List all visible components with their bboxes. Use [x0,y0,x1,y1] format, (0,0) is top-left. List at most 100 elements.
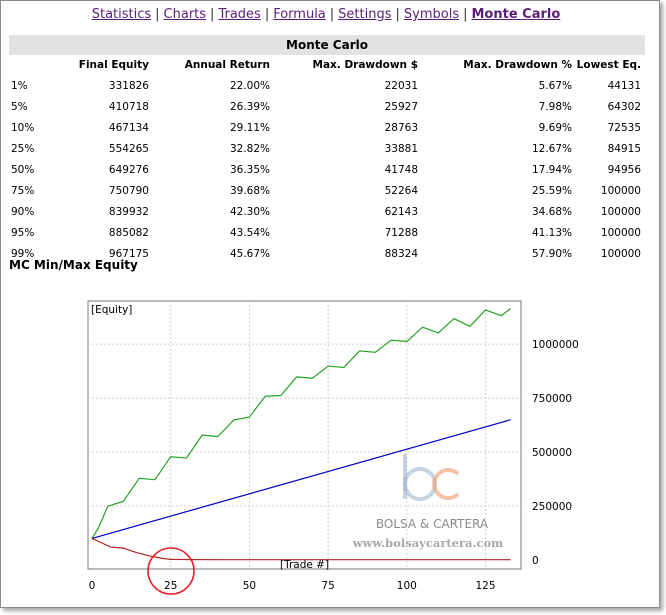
table-row: 10% 467134 29.11% 28763 9.69% 72535 [9,118,645,139]
cell-lowest-eq: 100000 [600,247,641,260]
cell-final-equity: 967175 [108,247,149,260]
column-header-lowest-eq: Lowest Eq. [576,59,641,71]
cell-percentile: 99% [11,247,35,260]
cell-percentile: 75% [11,184,35,197]
cell-annual-return: 29.11% [229,122,270,135]
cell-annual-return: 43.54% [229,226,270,239]
cell-lowest-eq: 44131 [607,80,641,93]
cell-max-drawdown-percent: 7.98% [538,101,572,114]
equity-chart: BOLSA & CARTERA www.bolsaycartera.com [E… [87,300,579,595]
cell-lowest-eq: 84915 [607,143,641,156]
watermark: BOLSA & CARTERA www.bolsaycartera.com [352,454,504,550]
x-tick-label: 125 [475,580,495,592]
cell-percentile: 90% [11,205,35,218]
nav-charts[interactable]: Charts [163,7,207,22]
cell-final-equity: 554265 [108,143,149,156]
y-tick-label: 750000 [532,393,572,405]
cell-final-equity: 410718 [108,101,149,114]
table-row: 1% 331826 22.00% 22031 5.67% 44131 [9,76,645,97]
cell-max-drawdown-dollar: 52264 [384,184,418,197]
x-tick-label: 25 [164,580,177,592]
cell-max-drawdown-percent: 17.94% [531,164,572,176]
cell-percentile: 95% [11,226,35,239]
nav-statistics[interactable]: Statistics [91,7,152,22]
cell-percentile: 50% [11,164,35,176]
table-row: 75% 750790 39.68% 52264 25.59% 100000 [9,180,645,201]
nav-monte-carlo[interactable]: Monte Carlo [471,7,561,22]
cell-max-drawdown-percent: 5.67% [538,80,572,93]
nav-separator: | [155,7,160,22]
nav-trades[interactable]: Trades [218,7,261,22]
highlight-circle [147,547,195,595]
x-tick-label: 0 [89,580,96,592]
nav-formula[interactable]: Formula [273,7,326,22]
table-row: 90% 839932 42.30% 62143 34.68% 100000 [9,201,645,222]
cell-max-drawdown-percent: 57.90% [531,247,572,260]
watermark-logo-c-icon [432,468,460,500]
plot-area [87,300,522,570]
cell-max-drawdown-dollar: 41748 [384,164,418,176]
cell-percentile: 25% [11,143,35,156]
cell-annual-return: 42.30% [229,205,270,218]
cell-max-drawdown-dollar: 71288 [384,226,418,239]
cell-max-drawdown-dollar: 33881 [384,143,418,156]
chart-section-title: MC Min/Max Equity [9,258,138,272]
cell-max-drawdown-percent: 25.59% [531,184,572,197]
cell-lowest-eq: 72535 [607,122,641,135]
cell-final-equity: 885082 [108,226,149,239]
cell-annual-return: 36.35% [229,164,270,176]
cell-percentile: 5% [11,101,28,114]
table-row: 5% 410718 26.39% 25927 7.98% 64302 [9,97,645,118]
nav-settings[interactable]: Settings [338,7,392,22]
y-tick-label: 0 [532,555,539,567]
watermark-name: BOLSA & CARTERA [376,517,489,531]
nav-separator: | [395,7,400,22]
watermark-url: www.bolsaycartera.com [352,536,504,550]
cell-percentile: 10% [11,122,35,135]
nav-separator: | [463,7,468,22]
table-row: 99% 967175 45.67% 88324 57.90% 100000 [9,243,645,264]
series-line [91,419,511,539]
cell-lowest-eq: 100000 [600,226,641,239]
cell-final-equity: 649276 [108,164,149,176]
cell-annual-return: 32.82% [229,143,270,156]
cell-max-drawdown-percent: 34.68% [531,205,572,218]
chart-ticks: 0 25 50 75 100 125 0 250000 500000 750000 1000000 [89,339,579,592]
cell-max-drawdown-dollar: 28763 [384,122,418,135]
cell-max-drawdown-dollar: 62143 [384,205,418,218]
x-tick-label: 50 [243,580,256,592]
y-tick-label: 250000 [532,501,572,513]
monte-carlo-table: Final Equity Annual Return Max. Drawdown… [9,57,645,264]
y-axis-label: [Equity] [91,304,132,316]
chart-grid [88,301,521,569]
cell-max-drawdown-dollar: 88324 [384,247,418,260]
cell-percentile: 1% [11,80,28,93]
x-tick-label: 100 [397,580,417,592]
cell-annual-return: 39.68% [229,184,270,197]
cell-annual-return: 22.00% [229,80,270,93]
column-header-percentile [9,57,63,76]
series-line [91,537,511,561]
cell-final-equity: 467134 [108,122,149,135]
nav-symbols[interactable]: Symbols [403,7,460,22]
nav-bar: Statistics | Charts | Trades | Formula | Setting… [0,7,652,22]
x-tick-label: 75 [321,580,334,592]
cell-final-equity: 331826 [108,80,149,93]
column-header-max-drawdown-dollar: Max. Drawdown $ [312,59,419,71]
nav-separator: | [210,7,215,22]
cell-lowest-eq: 100000 [600,205,641,218]
column-header-max-drawdown-percent: Max. Drawdown % [463,59,572,71]
series-line [91,308,512,539]
table-header-row: Final Equity Annual Return Max. Drawdown… [9,57,645,76]
chart-series [91,308,512,561]
cell-annual-return: 26.39% [229,101,270,114]
cell-lowest-eq: 100000 [600,184,641,197]
y-tick-label: 500000 [532,447,572,459]
cell-max-drawdown-percent: 12.67% [531,143,572,156]
x-axis-label: [Trade #] [280,559,329,571]
cell-max-drawdown-percent: 9.69% [538,122,572,135]
nav-separator: | [329,7,335,22]
table-title: Monte Carlo [9,35,645,55]
cell-lowest-eq: 64302 [607,101,641,114]
cell-annual-return: 45.67% [229,247,270,260]
